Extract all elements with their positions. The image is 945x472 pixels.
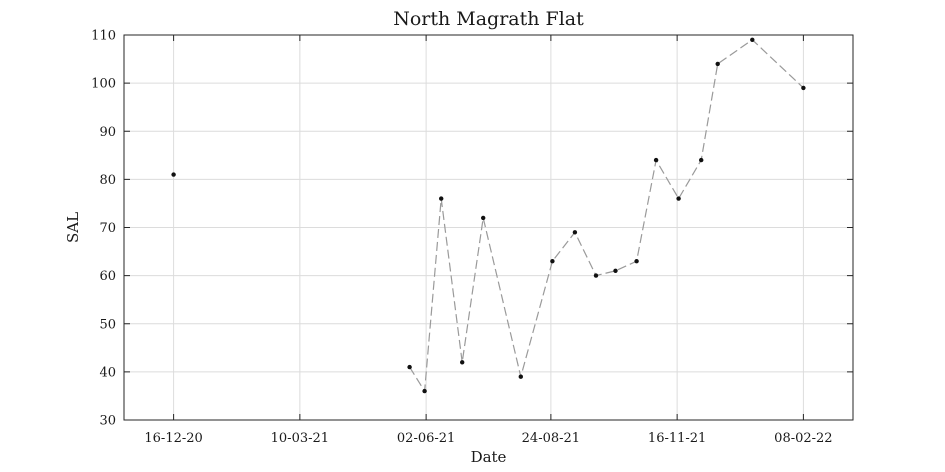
data-point xyxy=(801,85,806,91)
data-point xyxy=(407,364,412,370)
series-layer xyxy=(171,37,806,394)
data-point xyxy=(634,259,639,264)
series-line xyxy=(409,39,804,393)
y-tick-label: 90 xyxy=(99,125,116,140)
x-axis: 16-12-20 10-03-21 02-06-21 24-08-21 16-11-21… xyxy=(144,35,833,446)
data-point xyxy=(750,37,755,42)
y-axis-label: SAL xyxy=(64,212,82,243)
data-point xyxy=(439,196,444,201)
y-tick-label: 110 xyxy=(91,29,116,44)
data-point xyxy=(613,268,618,273)
y-tick-label: 100 xyxy=(91,77,116,92)
data-point xyxy=(518,374,523,379)
data-point xyxy=(572,230,578,235)
y-tick-label: 30 xyxy=(99,414,116,429)
data-point xyxy=(676,196,681,201)
y-tick-label: 50 xyxy=(99,317,116,332)
y-tick-label: 70 xyxy=(99,221,116,236)
x-tick-label: 16-12-20 xyxy=(144,431,202,446)
chart-title: North Magrath Flat xyxy=(393,8,584,30)
x-tick-label: 08-02-22 xyxy=(774,431,832,446)
y-tick-label: 80 xyxy=(99,173,116,188)
x-tick-label: 02-06-21 xyxy=(397,431,455,446)
y-axis: 30 40 50 60 70 80 90 100 110 xyxy=(91,29,853,429)
data-point xyxy=(699,157,704,163)
data-point xyxy=(171,172,176,177)
data-point xyxy=(550,259,555,264)
data-point xyxy=(715,61,720,67)
y-tick-label: 60 xyxy=(99,269,116,284)
data-point xyxy=(422,388,427,394)
data-point xyxy=(593,273,599,278)
data-point xyxy=(460,360,465,365)
data-point xyxy=(653,157,659,163)
y-tick-label: 40 xyxy=(99,365,116,380)
data-point xyxy=(481,215,486,221)
grid-layer xyxy=(124,34,853,421)
x-tick-label: 10-03-21 xyxy=(271,431,329,446)
x-tick-label: 24-08-21 xyxy=(522,431,580,446)
x-tick-label: 16-11-21 xyxy=(648,431,706,446)
x-axis-label: Date xyxy=(471,448,507,466)
